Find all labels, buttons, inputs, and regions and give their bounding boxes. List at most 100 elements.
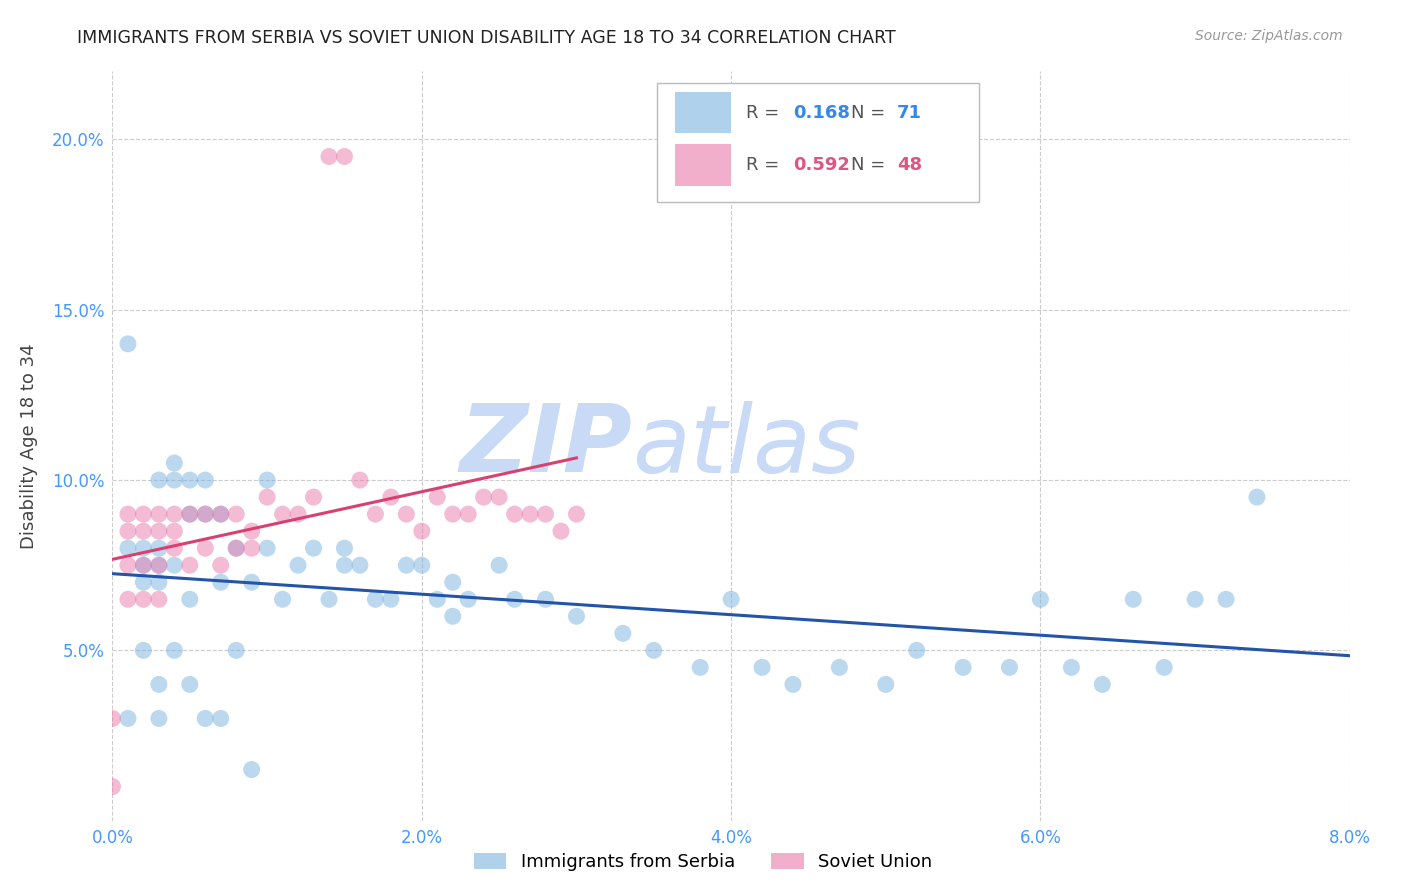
Text: R =: R = — [747, 156, 785, 174]
Point — [117, 592, 139, 607]
Point — [550, 524, 572, 538]
Point — [240, 524, 263, 538]
Point — [132, 558, 155, 573]
Point — [302, 541, 325, 556]
Point — [488, 558, 510, 573]
Point — [411, 558, 433, 573]
Text: 0.168: 0.168 — [793, 103, 851, 121]
Point — [1215, 592, 1237, 607]
Point — [441, 575, 464, 590]
Point — [782, 677, 804, 691]
Point — [148, 558, 170, 573]
Point — [302, 490, 325, 504]
Point — [209, 507, 232, 521]
Point — [364, 592, 387, 607]
Point — [101, 780, 124, 794]
Point — [333, 149, 356, 163]
Point — [503, 507, 526, 521]
Point — [209, 558, 232, 573]
Point — [1060, 660, 1083, 674]
Point — [519, 507, 541, 521]
Point — [179, 507, 201, 521]
Point — [209, 507, 232, 521]
Point — [364, 507, 387, 521]
Point — [952, 660, 974, 674]
Point — [194, 473, 217, 487]
Point — [194, 507, 217, 521]
Point — [163, 558, 186, 573]
Point — [240, 541, 263, 556]
Point — [457, 592, 479, 607]
Point — [689, 660, 711, 674]
Point — [148, 592, 170, 607]
Point — [194, 507, 217, 521]
Point — [333, 558, 356, 573]
Point — [271, 507, 294, 521]
Point — [875, 677, 897, 691]
Point — [225, 541, 247, 556]
Point — [720, 592, 742, 607]
Point — [225, 643, 247, 657]
Point — [148, 507, 170, 521]
Point — [132, 507, 155, 521]
Point — [380, 490, 402, 504]
Point — [163, 524, 186, 538]
Point — [565, 609, 588, 624]
Point — [117, 711, 139, 725]
Point — [117, 541, 139, 556]
Point — [287, 558, 309, 573]
Point — [287, 507, 309, 521]
Point — [488, 490, 510, 504]
Point — [132, 643, 155, 657]
Point — [179, 677, 201, 691]
Point — [256, 473, 278, 487]
Bar — [675, 92, 731, 133]
Point — [1091, 677, 1114, 691]
Point — [163, 456, 186, 470]
Text: atlas: atlas — [633, 401, 860, 491]
Point — [101, 711, 124, 725]
Point — [179, 507, 201, 521]
Point — [117, 507, 139, 521]
Point — [163, 507, 186, 521]
Point — [163, 541, 186, 556]
Point — [1122, 592, 1144, 607]
Point — [117, 336, 139, 351]
Point — [117, 558, 139, 573]
Legend: Immigrants from Serbia, Soviet Union: Immigrants from Serbia, Soviet Union — [467, 846, 939, 879]
Point — [209, 575, 232, 590]
Point — [132, 541, 155, 556]
Point — [148, 677, 170, 691]
Point — [503, 592, 526, 607]
Point — [225, 541, 247, 556]
Y-axis label: Disability Age 18 to 34: Disability Age 18 to 34 — [20, 343, 38, 549]
Point — [472, 490, 495, 504]
Point — [271, 592, 294, 607]
Point — [998, 660, 1021, 674]
Point — [411, 524, 433, 538]
Point — [240, 575, 263, 590]
Point — [240, 763, 263, 777]
Point — [395, 507, 418, 521]
Point — [194, 711, 217, 725]
Point — [426, 592, 449, 607]
Point — [148, 473, 170, 487]
Point — [333, 541, 356, 556]
Text: N =: N = — [851, 156, 891, 174]
Point — [534, 592, 557, 607]
Point — [132, 592, 155, 607]
Text: 71: 71 — [897, 103, 922, 121]
Point — [643, 643, 665, 657]
Point — [1246, 490, 1268, 504]
Point — [179, 558, 201, 573]
Point — [256, 541, 278, 556]
Point — [441, 609, 464, 624]
Text: R =: R = — [747, 103, 785, 121]
Point — [148, 558, 170, 573]
Point — [349, 558, 371, 573]
Point — [380, 592, 402, 607]
Text: 48: 48 — [897, 156, 922, 174]
Point — [148, 575, 170, 590]
Point — [1029, 592, 1052, 607]
Point — [612, 626, 634, 640]
